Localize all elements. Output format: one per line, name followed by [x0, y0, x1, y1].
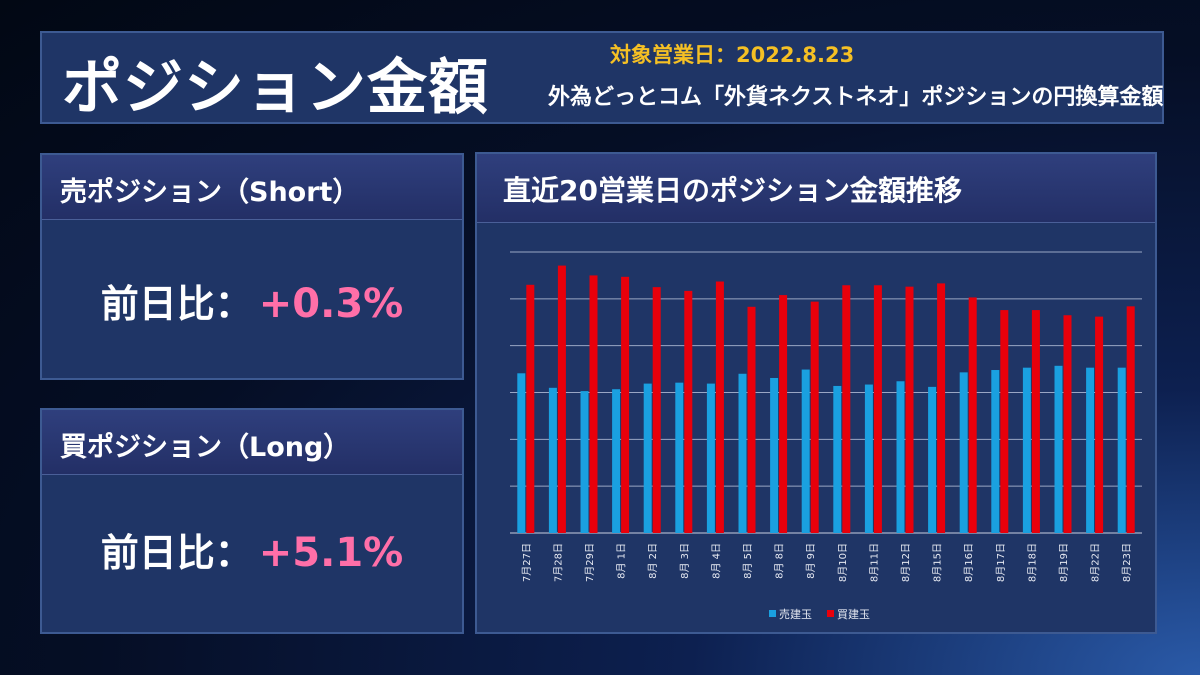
long-bar	[968, 297, 977, 533]
short-bar	[959, 372, 968, 533]
long-bar	[810, 301, 819, 533]
long-bar	[873, 285, 882, 533]
short-change-value: +0.3%	[258, 281, 404, 327]
short-bar	[548, 387, 557, 533]
x-tick-label: 8月18日	[1026, 543, 1038, 582]
long-bar	[779, 295, 788, 533]
long-bar	[557, 265, 566, 533]
x-tick-label: 8月15日	[932, 543, 944, 582]
x-tick-label: 8月16日	[963, 543, 975, 582]
legend-short-swatch	[769, 610, 776, 617]
long-bar	[842, 285, 851, 533]
short-bar	[1086, 367, 1095, 533]
x-tick-label: 7月27日	[521, 543, 533, 582]
short-bar	[1054, 365, 1063, 533]
short-bar	[580, 391, 589, 533]
x-tick-label: 7月29日	[584, 543, 596, 582]
short-bar	[612, 389, 621, 533]
long-card-title: 買ポジション（Long）	[60, 432, 351, 463]
x-tick-label: 7月28日	[552, 543, 564, 582]
page-subtitle: 外為どっとコム「外貨ネクストネオ」ポジションの円換算金額	[548, 85, 1164, 110]
page-title: ポジション金額	[62, 53, 489, 123]
short-card-header: 売ポジション（Short）	[42, 155, 462, 220]
x-tick-label: 8月 3日	[679, 543, 691, 579]
x-tick-label: 8月 1日	[616, 543, 628, 579]
short-position-card: 売ポジション（Short） 前日比： +0.3%	[40, 153, 464, 380]
long-bar	[684, 290, 693, 533]
x-tick-label: 8月 4日	[710, 543, 722, 579]
long-bar	[715, 281, 724, 533]
chart-title: 直近20営業日のポジション金額推移	[503, 174, 962, 207]
long-card-header: 買ポジション（Long）	[42, 410, 462, 475]
long-bar	[621, 276, 630, 533]
x-tick-label: 8月10日	[837, 543, 849, 582]
long-change-value: +5.1%	[258, 530, 404, 576]
legend-short-label: 売建玉	[779, 607, 812, 621]
short-change-row: 前日比： +0.3%	[42, 273, 462, 328]
short-bar	[1117, 367, 1126, 533]
short-bar	[675, 382, 684, 533]
short-bar	[991, 370, 1000, 533]
legend-long-swatch	[827, 610, 834, 617]
position-chart: 7月27日 7月28日 7月29日 8月 1日 8月 2日 8月 3日 8月 4日 8月 5日…	[510, 251, 1142, 621]
short-bar	[517, 373, 526, 533]
x-tick-label: 8月 8日	[774, 543, 786, 579]
chart-header: 直近20営業日のポジション金額推移	[477, 154, 1155, 223]
long-change-row: 前日比： +5.1%	[42, 522, 462, 577]
short-bar	[1022, 367, 1031, 533]
long-bar	[526, 284, 535, 533]
long-bar	[1095, 316, 1104, 533]
x-tick-label: 8月 2日	[647, 543, 659, 579]
x-tick-label: 8月 9日	[805, 543, 817, 579]
long-change-label: 前日比：	[100, 531, 253, 575]
x-tick-label: 8月23日	[1121, 543, 1133, 582]
x-tick-label: 8月22日	[1090, 543, 1102, 582]
long-bar	[652, 287, 661, 533]
long-bar	[747, 306, 756, 533]
long-position-card: 買ポジション（Long） 前日比： +5.1%	[40, 408, 464, 634]
short-change-label: 前日比：	[100, 282, 253, 326]
short-bar	[643, 383, 652, 533]
long-bar	[905, 286, 914, 533]
short-bar	[706, 383, 715, 533]
x-tick-label: 8月19日	[1058, 543, 1070, 582]
long-bar	[1031, 310, 1040, 533]
business-date: 対象営業日：2022.8.23	[610, 43, 855, 67]
x-tick-label: 8月12日	[900, 543, 912, 582]
short-bar	[770, 377, 779, 533]
short-bar	[928, 386, 937, 533]
short-bar	[738, 373, 747, 533]
header-bar: ポジション金額 対象営業日：2022.8.23 外為どっとコム「外貨ネクストネオ…	[40, 31, 1164, 124]
legend-long-label: 買建玉	[837, 607, 870, 621]
long-bar	[937, 283, 946, 533]
short-bar	[833, 385, 842, 533]
long-bar	[589, 275, 598, 533]
long-bar	[1063, 315, 1072, 533]
short-bar	[801, 369, 810, 533]
long-bar	[1126, 306, 1135, 533]
short-card-title: 売ポジション（Short）	[60, 177, 360, 208]
x-tick-label: 8月 5日	[742, 543, 754, 579]
long-bar	[1000, 310, 1009, 533]
chart-panel: 直近20営業日のポジション金額推移 7月27日 7月28日 7月29日 8月 1日 8月…	[475, 152, 1157, 634]
short-bar	[896, 381, 905, 533]
x-tick-label: 8月17日	[995, 543, 1007, 582]
x-tick-label: 8月11日	[868, 543, 880, 582]
short-bar	[864, 384, 873, 533]
